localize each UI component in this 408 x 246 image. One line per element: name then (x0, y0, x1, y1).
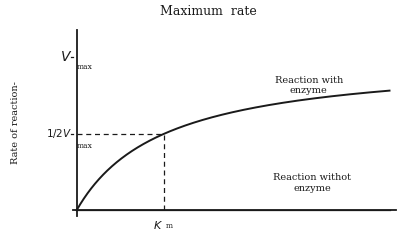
Text: $1/2V$: $1/2V$ (46, 127, 72, 140)
Text: max: max (77, 142, 93, 150)
Text: Reaction with
enzyme: Reaction with enzyme (275, 76, 343, 95)
Text: Maximum  rate: Maximum rate (160, 5, 257, 18)
Text: max: max (77, 63, 93, 71)
Text: Reaction withot
enzyme: Reaction withot enzyme (273, 173, 351, 193)
Text: Rate of reaction-: Rate of reaction- (11, 82, 20, 164)
Text: m: m (166, 222, 173, 230)
Text: $V$: $V$ (60, 50, 72, 64)
Text: $K$: $K$ (153, 219, 163, 231)
